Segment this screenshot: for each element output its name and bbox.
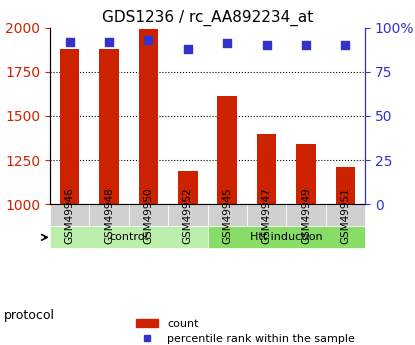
FancyBboxPatch shape xyxy=(50,204,89,226)
FancyBboxPatch shape xyxy=(208,204,247,226)
Point xyxy=(66,39,73,45)
FancyBboxPatch shape xyxy=(286,204,326,226)
Title: GDS1236 / rc_AA892234_at: GDS1236 / rc_AA892234_at xyxy=(102,10,313,26)
Point xyxy=(342,42,349,48)
Bar xyxy=(257,134,276,345)
Point xyxy=(303,42,309,48)
FancyBboxPatch shape xyxy=(129,204,168,226)
Bar xyxy=(296,144,316,345)
Text: Htt induction: Htt induction xyxy=(250,233,323,242)
Text: GSM49952: GSM49952 xyxy=(183,187,193,244)
Text: GSM49946: GSM49946 xyxy=(64,187,75,244)
FancyBboxPatch shape xyxy=(89,204,129,226)
FancyBboxPatch shape xyxy=(50,226,208,248)
Text: GSM49950: GSM49950 xyxy=(143,187,154,244)
Text: GSM49951: GSM49951 xyxy=(340,187,351,244)
Bar xyxy=(217,97,237,345)
FancyBboxPatch shape xyxy=(326,204,365,226)
Point xyxy=(264,42,270,48)
FancyBboxPatch shape xyxy=(208,226,365,248)
FancyBboxPatch shape xyxy=(247,204,286,226)
Point xyxy=(105,39,112,45)
Bar xyxy=(336,167,355,345)
Bar xyxy=(139,29,158,345)
Text: control: control xyxy=(109,233,148,242)
Point xyxy=(145,37,152,43)
FancyBboxPatch shape xyxy=(168,204,208,226)
Text: GSM49947: GSM49947 xyxy=(261,187,272,244)
Text: GSM49948: GSM49948 xyxy=(104,187,114,244)
Text: GSM49945: GSM49945 xyxy=(222,187,232,244)
Text: GSM49949: GSM49949 xyxy=(301,187,311,244)
Point xyxy=(184,46,191,51)
Text: protocol: protocol xyxy=(4,309,55,322)
Legend: count, percentile rank within the sample: count, percentile rank within the sample xyxy=(132,314,360,345)
Point xyxy=(224,41,231,46)
Bar xyxy=(99,49,119,345)
Bar xyxy=(178,171,198,345)
Bar xyxy=(60,49,79,345)
